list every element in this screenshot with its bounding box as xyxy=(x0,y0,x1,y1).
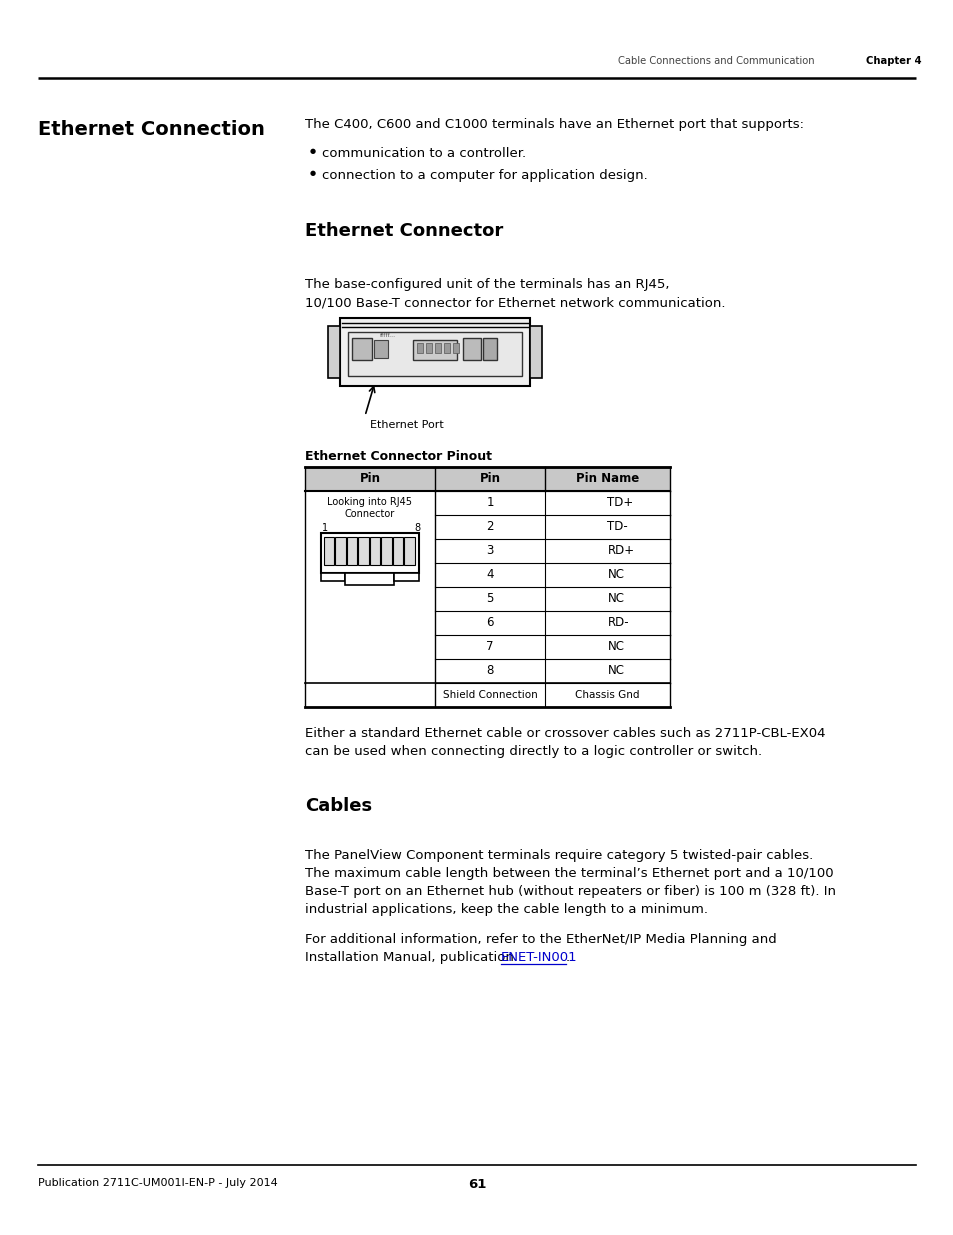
Text: Ethernet Connector: Ethernet Connector xyxy=(305,222,503,240)
Text: Cable Connections and Communication: Cable Connections and Communication xyxy=(618,56,814,65)
Bar xyxy=(544,563,669,587)
Bar xyxy=(435,659,544,683)
Bar xyxy=(443,343,450,353)
Bar xyxy=(305,492,435,683)
Text: fffff...: fffff... xyxy=(379,333,395,338)
Text: .: . xyxy=(565,951,570,965)
Text: Either a standard Ethernet cable or crossover cables such as 2711P-CBL-EX04: Either a standard Ethernet cable or cros… xyxy=(305,727,824,740)
Bar xyxy=(435,343,440,353)
Text: Connector: Connector xyxy=(345,509,395,519)
Bar xyxy=(435,563,544,587)
Text: The base-configured unit of the terminals has an RJ45,: The base-configured unit of the terminal… xyxy=(305,278,669,291)
Bar xyxy=(413,340,456,359)
Text: ENET-IN001: ENET-IN001 xyxy=(500,951,577,965)
Text: Shield Connection: Shield Connection xyxy=(442,690,537,700)
Bar xyxy=(404,537,415,564)
Text: NC: NC xyxy=(607,568,624,582)
Text: NC: NC xyxy=(607,593,624,605)
Bar xyxy=(347,537,357,564)
Text: 1: 1 xyxy=(321,522,328,534)
Text: Ethernet Connection: Ethernet Connection xyxy=(38,120,265,140)
Text: Publication 2711C-UM001I-EN-P - July 2014: Publication 2711C-UM001I-EN-P - July 201… xyxy=(38,1178,277,1188)
Bar xyxy=(416,343,422,353)
Text: ●: ● xyxy=(310,170,315,177)
Text: For additional information, refer to the EtherNet/IP Media Planning and: For additional information, refer to the… xyxy=(305,932,776,946)
Text: The maximum cable length between the terminal’s Ethernet port and a 10/100: The maximum cable length between the ter… xyxy=(305,867,833,881)
Text: RD+: RD+ xyxy=(607,545,634,557)
Text: 5: 5 xyxy=(486,593,493,605)
Text: Ethernet Port: Ethernet Port xyxy=(370,420,443,430)
Bar xyxy=(462,338,480,359)
Bar xyxy=(544,515,669,538)
Bar xyxy=(324,537,335,564)
Bar xyxy=(482,338,497,359)
Text: can be used when connecting directly to a logic controller or switch.: can be used when connecting directly to … xyxy=(305,745,761,758)
Bar xyxy=(335,537,346,564)
Bar xyxy=(426,343,432,353)
Text: NC: NC xyxy=(607,664,624,678)
Bar xyxy=(544,492,669,515)
Text: 2: 2 xyxy=(486,520,494,534)
Bar xyxy=(544,635,669,659)
Bar xyxy=(345,573,395,585)
Bar xyxy=(435,683,544,706)
Bar xyxy=(370,537,380,564)
Text: Pin: Pin xyxy=(359,473,380,485)
Polygon shape xyxy=(328,326,339,378)
Text: The PanelView Component terminals require category 5 twisted-pair cables.: The PanelView Component terminals requir… xyxy=(305,848,812,862)
Text: 8: 8 xyxy=(486,664,493,678)
Text: communication to a controller.: communication to a controller. xyxy=(322,147,525,161)
Bar xyxy=(348,332,521,375)
Bar xyxy=(358,537,369,564)
Text: Cables: Cables xyxy=(305,797,372,815)
Text: ●: ● xyxy=(310,148,315,154)
Text: NC: NC xyxy=(607,641,624,653)
Bar xyxy=(544,538,669,563)
Text: Pin Name: Pin Name xyxy=(576,473,639,485)
Text: 8: 8 xyxy=(414,522,419,534)
Bar xyxy=(544,659,669,683)
Text: TD-: TD- xyxy=(607,520,628,534)
Bar xyxy=(381,537,392,564)
Polygon shape xyxy=(530,326,541,378)
Text: 61: 61 xyxy=(467,1178,486,1191)
Text: RD-: RD- xyxy=(607,616,628,630)
Text: Chapter 4: Chapter 4 xyxy=(865,56,921,65)
Text: Installation Manual, publication: Installation Manual, publication xyxy=(305,951,517,965)
Bar xyxy=(435,492,544,515)
Bar xyxy=(393,537,403,564)
Bar xyxy=(435,515,544,538)
Bar xyxy=(435,587,544,611)
Text: connection to a computer for application design.: connection to a computer for application… xyxy=(322,169,647,182)
Bar xyxy=(320,573,345,580)
Text: 6: 6 xyxy=(486,616,494,630)
Text: 1: 1 xyxy=(486,496,494,510)
Bar xyxy=(453,343,458,353)
Bar xyxy=(544,587,669,611)
Bar xyxy=(339,317,530,387)
Text: 10/100 Base-T connector for Ethernet network communication.: 10/100 Base-T connector for Ethernet net… xyxy=(305,296,724,310)
Text: 3: 3 xyxy=(486,545,493,557)
Text: Pin: Pin xyxy=(479,473,500,485)
Bar xyxy=(544,683,669,706)
Text: 7: 7 xyxy=(486,641,494,653)
Bar xyxy=(435,538,544,563)
Text: The C400, C600 and C1000 terminals have an Ethernet port that supports:: The C400, C600 and C1000 terminals have … xyxy=(305,119,803,131)
Bar xyxy=(305,683,435,706)
Bar xyxy=(305,467,669,492)
Bar xyxy=(320,534,418,573)
Text: TD+: TD+ xyxy=(607,496,633,510)
Text: Ethernet Connector Pinout: Ethernet Connector Pinout xyxy=(305,450,492,463)
Bar xyxy=(352,338,372,359)
Text: Chassis Gnd: Chassis Gnd xyxy=(575,690,639,700)
Bar xyxy=(435,635,544,659)
Text: 4: 4 xyxy=(486,568,494,582)
Bar xyxy=(544,611,669,635)
Text: Looking into RJ45: Looking into RJ45 xyxy=(327,496,412,508)
Text: Base-T port on an Ethernet hub (without repeaters or fiber) is 100 m (328 ft). I: Base-T port on an Ethernet hub (without … xyxy=(305,885,835,898)
Bar xyxy=(395,573,418,580)
Bar xyxy=(374,340,388,358)
Text: industrial applications, keep the cable length to a minimum.: industrial applications, keep the cable … xyxy=(305,903,707,916)
Bar xyxy=(435,611,544,635)
